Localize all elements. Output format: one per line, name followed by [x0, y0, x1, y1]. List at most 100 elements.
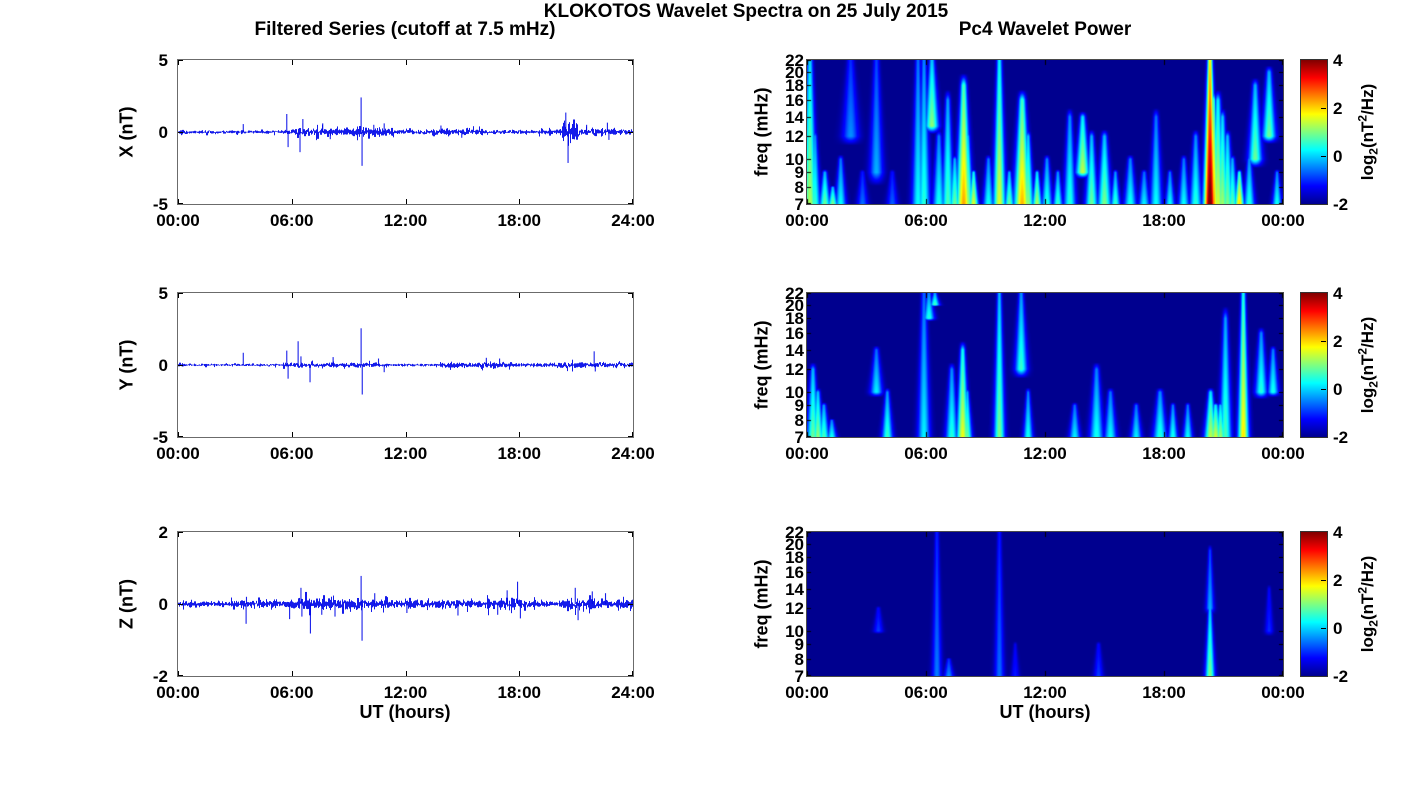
- z-wavelet-power-freq-tick-label: 16: [785, 563, 804, 583]
- y-wavelet-power-freq-tick-label: 18: [785, 309, 804, 329]
- x-filtered-series-x-tick-label: 06:00: [270, 211, 314, 230]
- y-wavelet-power-freq-tick-label: 22: [785, 284, 804, 303]
- x-wavelet-power-freq-tick-label: 8: [794, 178, 804, 198]
- x-wavelet-power-x-tick-label: 00:00: [785, 211, 829, 230]
- y-filtered-series-y-tick-label: 0: [158, 356, 168, 375]
- y-filtered-series-x-tick-label: 24:00: [611, 444, 655, 463]
- z-wavelet-power-colorbar-tick-mark: [1321, 580, 1326, 581]
- x-wavelet-power-colorbar-tick-mark: [1321, 108, 1326, 109]
- x-wavelet-power-plot-box: [806, 59, 1284, 205]
- y-filtered-series-x-tick-label: 18:00: [497, 444, 541, 463]
- z-filtered-series-plot: [178, 532, 633, 676]
- y-wavelet-power-freq-tick-label: 10: [785, 383, 804, 403]
- z-wavelet-power-freq-tick-label: 9: [794, 635, 804, 655]
- x-filtered-series-plot-box: [177, 59, 634, 205]
- z-wavelet-power-freq-tick-label: 8: [794, 650, 804, 670]
- y-wavelet-power-colorbar-tick-mark: [1321, 389, 1326, 390]
- x-wavelet-power-x-tick-label: 00:00: [1261, 211, 1305, 230]
- z-wavelet-power-freq-tick-label: 20: [785, 534, 804, 554]
- colorbar-label-part: (nT: [1358, 121, 1378, 149]
- z-filtered-series-plot-box: [177, 531, 634, 677]
- z-wavelet-power-x-tick-label: 00:00: [1261, 683, 1305, 702]
- colorbar-label-part: 2: [1355, 586, 1370, 594]
- x-wavelet-power-freq-tick-label: 9: [794, 163, 804, 183]
- x-filtered-series-y-axis-label: X (nT): [116, 106, 137, 158]
- y-filtered-series-x-tick-label: 00:00: [156, 444, 200, 463]
- x-filtered-series-x-tick-label: 12:00: [383, 211, 428, 230]
- z-wavelet-power-y-axis-label: freq (mHz): [751, 559, 772, 649]
- x-filtered-series-x-tick-label: 00:00: [156, 211, 200, 230]
- x-filtered-series-x-tick-label: 24:00: [611, 211, 655, 230]
- colorbar-label-part: /Hz): [1358, 83, 1378, 115]
- y-wavelet-power-x-tick-label: 12:00: [1023, 444, 1067, 463]
- z-filtered-series-x-tick-label: 24:00: [611, 683, 655, 702]
- z-wavelet-power-colorbar-label: log2(nT2/Hz): [1355, 556, 1380, 652]
- y-wavelet-power-colorbar-tick-mark: [1321, 341, 1326, 342]
- z-wavelet-power-freq-tick-label: 18: [785, 548, 804, 568]
- y-wavelet-power-freq-tick-label: 12: [785, 360, 804, 380]
- y-wavelet-power-colorbar-tick-label: 0: [1333, 380, 1343, 399]
- z-wavelet-power-colorbar-tick-label: -2: [1333, 667, 1349, 686]
- figure-title: KLOKOTOS Wavelet Spectra on 25 July 2015: [543, 1, 949, 22]
- colorbar-label-part: 2: [1366, 620, 1381, 627]
- x-wavelet-power-colorbar-tick-label: 4: [1333, 51, 1343, 70]
- z-filtered-series-x-tick-label: 12:00: [383, 683, 428, 702]
- x-wavelet-power-freq-tick-label: 20: [785, 62, 804, 82]
- x-wavelet-power-freq-tick-label: 16: [785, 91, 804, 111]
- z-filtered-series-x-tick-label: 18:00: [497, 683, 541, 702]
- left-x-axis-label: UT (hours): [359, 702, 451, 722]
- colorbar-label-part: log: [1358, 387, 1378, 414]
- z-wavelet-power-plot-box: [806, 531, 1284, 677]
- x-wavelet-power-y-axis-label: freq (mHz): [751, 87, 772, 177]
- x-wavelet-power-heatmap: [807, 60, 1283, 204]
- z-filtered-series-y-tick-label: 0: [158, 595, 168, 614]
- y-filtered-series-y-tick-label: 5: [158, 284, 168, 303]
- z-wavelet-power-freq-tick-label: 7: [794, 667, 804, 686]
- z-wavelet-power-x-tick-label: 12:00: [1023, 683, 1067, 702]
- y-wavelet-power-colorbar-tick-label: 4: [1333, 284, 1343, 303]
- x-wavelet-power-x-tick-label: 12:00: [1023, 211, 1067, 230]
- y-filtered-series-x-tick-label: 12:00: [383, 444, 428, 463]
- z-filtered-series-x-tick-label: 00:00: [156, 683, 200, 702]
- z-wavelet-power-freq-tick-label: 10: [785, 622, 804, 642]
- colorbar-label-part: /Hz): [1358, 316, 1378, 348]
- x-wavelet-power-colorbar: [1300, 59, 1328, 205]
- y-wavelet-power-colorbar-label: log2(nT2/Hz): [1355, 317, 1380, 413]
- y-wavelet-power-y-axis-label: freq (mHz): [751, 320, 772, 410]
- y-wavelet-power-freq-tick-label: 16: [785, 324, 804, 344]
- y-filtered-series-plot: [178, 293, 633, 437]
- left-column-title: Filtered Series (cutoff at 7.5 mHz): [254, 19, 556, 40]
- y-wavelet-power-x-tick-label: 18:00: [1142, 444, 1186, 463]
- right-column-title: Pc4 Wavelet Power: [958, 19, 1132, 40]
- y-wavelet-power-colorbar: [1300, 292, 1328, 438]
- colorbar-label-part: 2: [1366, 148, 1381, 155]
- x-filtered-series-x-tick-label: 18:00: [497, 211, 541, 230]
- z-filtered-series-y-tick-label: -2: [152, 667, 168, 686]
- x-wavelet-power-freq-tick-label: 14: [785, 107, 804, 127]
- y-filtered-series-y-tick-label: -5: [152, 428, 168, 447]
- x-wavelet-power-colorbar-label: log2(nT2/Hz): [1355, 84, 1380, 180]
- y-wavelet-power-x-tick-label: 00:00: [785, 444, 829, 463]
- z-wavelet-power-x-tick-label: 18:00: [1142, 683, 1186, 702]
- x-wavelet-power-freq-tick-label: 22: [785, 51, 804, 70]
- x-filtered-series-y-tick-label: 0: [158, 123, 168, 142]
- right-x-axis-label: UT (hours): [999, 702, 1091, 722]
- z-wavelet-power-colorbar: [1300, 531, 1328, 677]
- y-filtered-series-plot-box: [177, 292, 634, 438]
- z-filtered-series-x-tick-label: 06:00: [270, 683, 314, 702]
- z-wavelet-power-freq-tick-label: 22: [785, 523, 804, 542]
- colorbar-label-part: 2: [1355, 114, 1370, 122]
- z-wavelet-power-colorbar-tick-label: 4: [1333, 523, 1343, 542]
- y-wavelet-power-x-tick-label: 00:00: [1261, 444, 1305, 463]
- x-filtered-series-y-tick-label: 5: [158, 51, 168, 70]
- y-wavelet-power-freq-tick-label: 14: [785, 340, 804, 360]
- x-wavelet-power-colorbar-tick-label: -2: [1333, 195, 1349, 214]
- colorbar-label-part: log: [1358, 626, 1378, 653]
- z-wavelet-power-freq-tick-label: 12: [785, 599, 804, 619]
- y-wavelet-power-heatmap: [807, 293, 1283, 437]
- z-wavelet-power-heatmap: [807, 532, 1283, 676]
- y-wavelet-power-colorbar-tick-label: -2: [1333, 428, 1349, 447]
- x-wavelet-power-colorbar-tick-label: 2: [1333, 99, 1343, 118]
- x-wavelet-power-colorbar-tick-mark: [1321, 156, 1326, 157]
